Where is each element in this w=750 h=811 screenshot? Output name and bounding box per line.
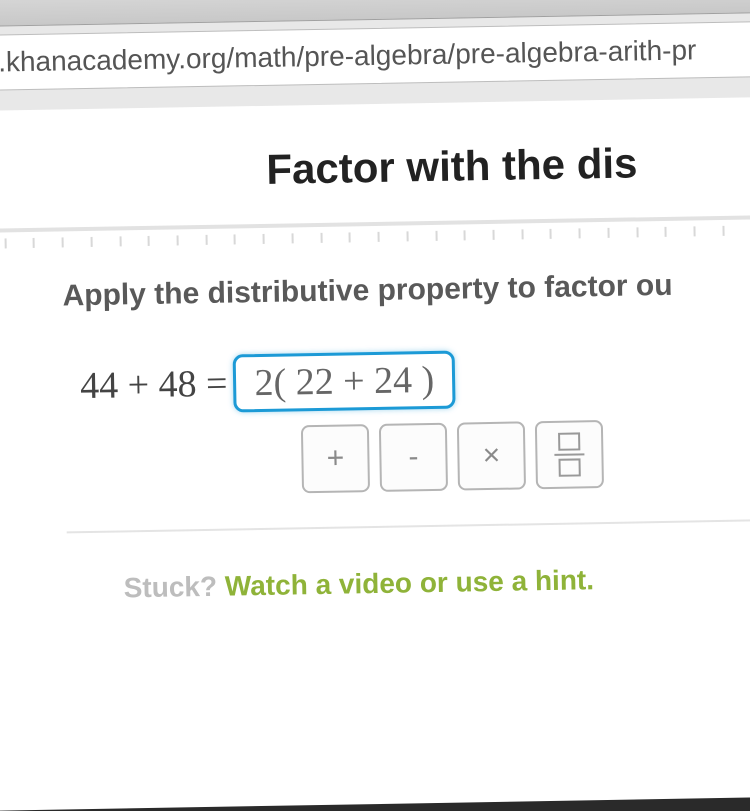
keypad-plus-button[interactable]: + bbox=[301, 424, 370, 493]
page-title: Factor with the dis bbox=[0, 137, 750, 199]
section-divider bbox=[67, 519, 750, 533]
stuck-row: Stuck? Watch a video or use a hint. bbox=[0, 561, 750, 607]
keypad-times-button[interactable]: × bbox=[457, 421, 526, 490]
answer-input[interactable]: 2( 22 + 24 ) bbox=[233, 351, 456, 413]
page-content: Factor with the dis Apply the distributi… bbox=[0, 97, 750, 811]
fraction-icon bbox=[554, 432, 585, 477]
url-text: w.khanacademy.org/math/pre-algebra/pre-a… bbox=[0, 34, 697, 79]
equation-row: 44 + 48 = 2( 22 + 24 ) bbox=[0, 345, 750, 417]
keypad: + - × bbox=[0, 417, 750, 499]
equation-lhs: 44 + 48 = bbox=[80, 362, 228, 409]
stuck-label: Stuck? bbox=[123, 571, 225, 604]
keypad-minus-button[interactable]: - bbox=[379, 423, 448, 492]
stuck-hint-link[interactable]: Watch a video or use a hint. bbox=[225, 564, 595, 601]
instruction-text: Apply the distributive property to facto… bbox=[0, 267, 750, 315]
keypad-fraction-button[interactable] bbox=[535, 420, 604, 489]
url-bar[interactable]: w.khanacademy.org/math/pre-algebra/pre-a… bbox=[0, 21, 750, 91]
